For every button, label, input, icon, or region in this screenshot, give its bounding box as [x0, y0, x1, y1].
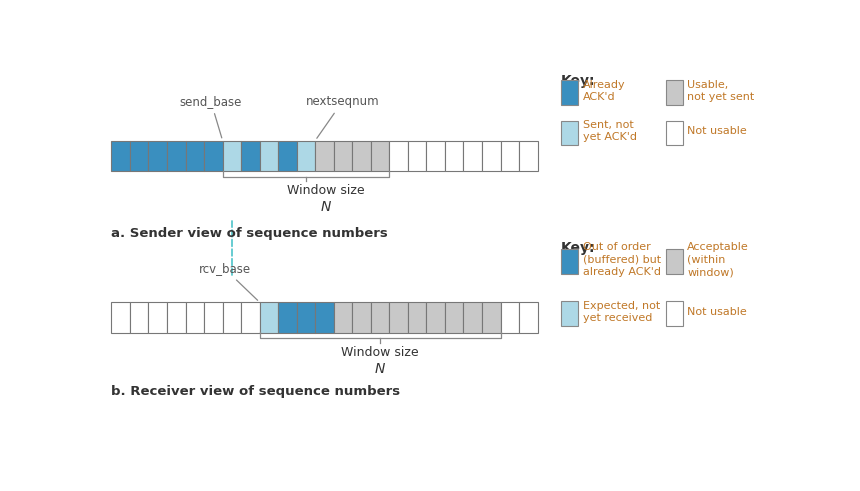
Bar [167, 302, 186, 333]
Bar [353, 302, 371, 333]
Bar [666, 81, 683, 105]
Bar [666, 301, 683, 326]
Bar [353, 140, 371, 171]
Text: rcv_base: rcv_base [199, 262, 258, 300]
Bar [390, 302, 408, 333]
Bar [167, 140, 186, 171]
Bar [666, 120, 683, 145]
Bar [112, 302, 130, 333]
Bar [130, 302, 149, 333]
Bar [297, 140, 316, 171]
Bar [149, 140, 167, 171]
Bar [519, 302, 538, 333]
Bar [666, 249, 683, 274]
Bar [501, 140, 519, 171]
Bar [408, 302, 427, 333]
Bar [260, 140, 278, 171]
Text: b. Receiver view of sequence numbers: b. Receiver view of sequence numbers [112, 385, 401, 398]
Bar [316, 302, 334, 333]
Bar [427, 140, 445, 171]
Text: Window size: Window size [286, 185, 364, 197]
Text: Key:: Key: [561, 241, 595, 255]
Bar [408, 140, 427, 171]
Bar [278, 140, 297, 171]
Bar [130, 140, 149, 171]
Text: send_base: send_base [180, 95, 243, 138]
Text: N: N [320, 200, 330, 214]
Bar [464, 140, 482, 171]
Bar [297, 302, 316, 333]
Text: Sent, not
yet ACK'd: Sent, not yet ACK'd [582, 120, 636, 142]
Bar [260, 302, 278, 333]
Bar [149, 302, 167, 333]
Bar [561, 249, 578, 274]
Text: Expected, not
yet received: Expected, not yet received [582, 301, 660, 324]
Bar [371, 302, 390, 333]
Bar [445, 302, 464, 333]
Bar [204, 140, 223, 171]
Bar [186, 302, 204, 333]
Bar [482, 302, 501, 333]
Text: Already
ACK'd: Already ACK'd [582, 80, 625, 103]
Bar [223, 302, 241, 333]
Bar [204, 302, 223, 333]
Text: a. Sender view of sequence numbers: a. Sender view of sequence numbers [112, 227, 388, 240]
Text: Key:: Key: [561, 74, 595, 87]
Text: Not usable: Not usable [687, 126, 747, 136]
Bar [186, 140, 204, 171]
Text: N: N [375, 361, 385, 376]
Bar [501, 302, 519, 333]
Bar [278, 302, 297, 333]
Bar [390, 140, 408, 171]
Text: nextseqnum: nextseqnum [305, 95, 379, 138]
Bar [334, 302, 353, 333]
Bar [316, 140, 334, 171]
Bar [464, 302, 482, 333]
Bar [112, 140, 130, 171]
Text: Not usable: Not usable [687, 307, 747, 317]
Bar [241, 302, 260, 333]
Text: Usable,
not yet sent: Usable, not yet sent [687, 80, 754, 103]
Bar [561, 81, 578, 105]
Bar [334, 140, 353, 171]
Bar [482, 140, 501, 171]
Text: Acceptable
(within
window): Acceptable (within window) [687, 243, 749, 277]
Bar [223, 140, 241, 171]
Text: Out of order
(buffered) but
already ACK'd: Out of order (buffered) but already ACK'… [582, 243, 660, 277]
Bar [371, 140, 390, 171]
Bar [241, 140, 260, 171]
Text: Window size: Window size [341, 346, 419, 359]
Bar [561, 301, 578, 326]
Bar [427, 302, 445, 333]
Bar [445, 140, 464, 171]
Bar [561, 120, 578, 145]
Bar [519, 140, 538, 171]
